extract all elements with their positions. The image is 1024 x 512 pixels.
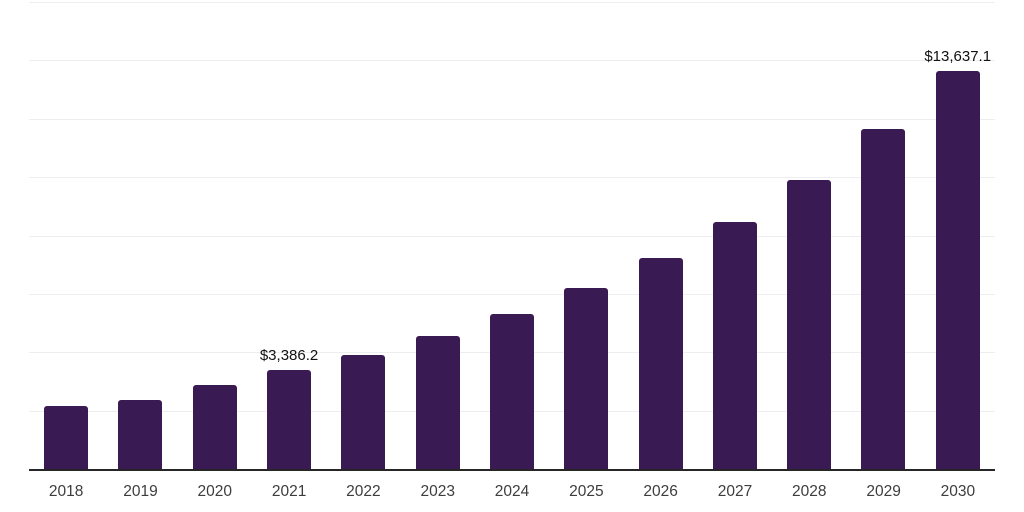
bar-2029 (861, 129, 906, 469)
data-label-2021: $3,386.2 (259, 347, 319, 365)
bar-2024 (489, 313, 534, 469)
x-tick-2028: 2028 (792, 483, 827, 500)
x-tick-2021: 2021 (271, 483, 307, 500)
data-label-2030: $13,637.1 (924, 48, 992, 65)
x-tick-2030: 2030 (940, 483, 976, 500)
gridline-16000 (29, 2, 995, 3)
x-axis-tick-labels: 2018 2019 2020 2021 2022 2023 2024 2025 2026 2027… (29, 483, 995, 500)
x-axis-line (29, 469, 995, 471)
bar-2025 (564, 288, 609, 469)
x-tick-2026: 2026 (643, 483, 678, 500)
x-tick-2020: 2020 (197, 483, 233, 500)
gridline-12000 (29, 118, 995, 120)
gridline-8000 (29, 235, 995, 237)
bar-2022 (341, 354, 386, 469)
x-tick-2029: 2029 (866, 483, 901, 500)
gridline-10000 (29, 177, 995, 179)
x-tick-2022: 2022 (346, 483, 381, 500)
bar-2019 (118, 399, 163, 469)
gridline-6000 (29, 293, 995, 295)
bar-2021: $3,386.2 (260, 348, 318, 469)
x-tick-2023: 2023 (420, 483, 455, 500)
x-tick-2025: 2025 (569, 483, 604, 500)
x-tick-2018: 2018 (48, 483, 84, 500)
bar-series: $3,386.2 $13,637.1 (29, 2, 995, 469)
bar-2027 (712, 222, 757, 469)
x-tick-2019: 2019 (123, 483, 158, 500)
gridline-14000 (29, 60, 995, 62)
x-tick-2027: 2027 (717, 483, 753, 500)
bar-2026 (638, 257, 683, 469)
bar-2020 (192, 384, 237, 469)
x-tick-2024: 2024 (494, 483, 530, 500)
bar-2018 (44, 405, 89, 469)
bar-2023 (415, 335, 460, 469)
bar-2028 (787, 179, 832, 469)
plot-area: $3,386.2 $13,637.1 (29, 2, 995, 471)
bar-2030: $13,637.1 (924, 49, 991, 469)
